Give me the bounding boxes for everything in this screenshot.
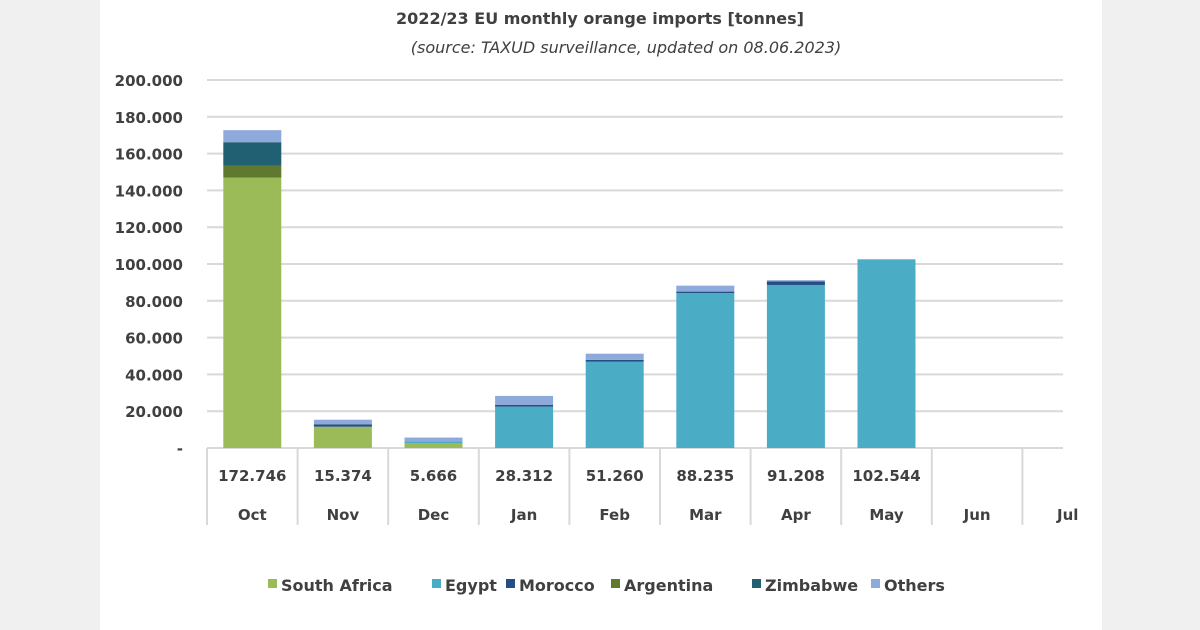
data-table-total: 102.544 bbox=[852, 467, 920, 485]
y-tick-label: - bbox=[177, 440, 183, 458]
bar-segment-morocco bbox=[313, 424, 372, 427]
legend-swatch bbox=[752, 579, 761, 588]
bar-segment-egypt bbox=[495, 406, 554, 448]
bar-segment-south-africa bbox=[313, 426, 372, 448]
data-table-total: 91.208 bbox=[767, 467, 825, 485]
bar-segment-egypt bbox=[676, 293, 735, 448]
y-tick-label: 100.000 bbox=[115, 256, 183, 274]
bar-segment-morocco bbox=[495, 404, 554, 407]
y-tick-label: 40.000 bbox=[125, 366, 183, 384]
legend-label: Argentina bbox=[624, 576, 713, 595]
bar-segment-others bbox=[676, 285, 735, 292]
x-tick-label: Jul bbox=[1056, 506, 1078, 524]
bar-segment-egypt bbox=[857, 259, 916, 448]
chart-title: 2022/23 EU monthly orange imports [tonne… bbox=[396, 9, 804, 28]
bar-segment-morocco bbox=[676, 291, 735, 294]
bar-segment-egypt bbox=[404, 441, 463, 444]
data-table-total: 5.666 bbox=[410, 467, 457, 485]
x-tick-label: Nov bbox=[327, 506, 360, 524]
x-tick-label: Mar bbox=[689, 506, 722, 524]
bar-segment-egypt bbox=[585, 361, 644, 448]
x-tick-label: Apr bbox=[781, 506, 811, 524]
x-tick-label: Jun bbox=[963, 506, 991, 524]
data-table-total: 15.374 bbox=[314, 467, 372, 485]
data-table-total: 51.260 bbox=[586, 467, 644, 485]
bar-segment-others bbox=[585, 353, 644, 360]
legend-swatch bbox=[611, 579, 620, 588]
x-tick-label: May bbox=[869, 506, 904, 524]
data-table-total: 88.235 bbox=[676, 467, 734, 485]
x-tick-label: Feb bbox=[599, 506, 630, 524]
bar-segment-others bbox=[223, 130, 282, 143]
y-tick-label: 200.000 bbox=[115, 72, 183, 90]
x-tick-label: Oct bbox=[238, 506, 267, 524]
bar-segment-others bbox=[495, 395, 554, 405]
y-tick-label: 120.000 bbox=[115, 219, 183, 237]
legend-swatch bbox=[871, 579, 880, 588]
chart-subtitle: (source: TAXUD surveillance, updated on … bbox=[411, 38, 841, 57]
legend-label: South Africa bbox=[281, 576, 393, 595]
bar-segment-zimbabwe bbox=[223, 142, 282, 166]
y-tick-label: 140.000 bbox=[115, 182, 183, 200]
y-tick-label: 80.000 bbox=[125, 293, 183, 311]
legend-label: Egypt bbox=[445, 576, 497, 595]
data-table-total: 28.312 bbox=[495, 467, 553, 485]
legend-swatch bbox=[268, 579, 277, 588]
bar-segment-argentina bbox=[223, 165, 282, 178]
bar-segment-south-africa bbox=[223, 177, 282, 448]
y-tick-label: 20.000 bbox=[125, 403, 183, 421]
y-tick-label: 160.000 bbox=[115, 146, 183, 164]
x-tick-label: Jan bbox=[510, 506, 537, 524]
x-tick-label: Dec bbox=[418, 506, 450, 524]
legend-label: Others bbox=[884, 576, 945, 595]
legend-label: Zimbabwe bbox=[765, 576, 858, 595]
bar-segment-others bbox=[404, 437, 463, 442]
data-table-total: 172.746 bbox=[218, 467, 286, 485]
bar-segment-others bbox=[766, 280, 825, 282]
bar-segment-others bbox=[313, 419, 372, 425]
y-tick-label: 60.000 bbox=[125, 330, 183, 348]
legend-swatch bbox=[432, 579, 441, 588]
bar-segment-morocco bbox=[585, 359, 644, 362]
legend-label: Morocco bbox=[519, 576, 595, 595]
y-tick-label: 180.000 bbox=[115, 109, 183, 127]
bar-segment-morocco bbox=[766, 281, 825, 285]
bar-segment-egypt bbox=[766, 284, 825, 448]
bar-segment-south-africa bbox=[404, 443, 463, 448]
legend-swatch bbox=[506, 579, 515, 588]
